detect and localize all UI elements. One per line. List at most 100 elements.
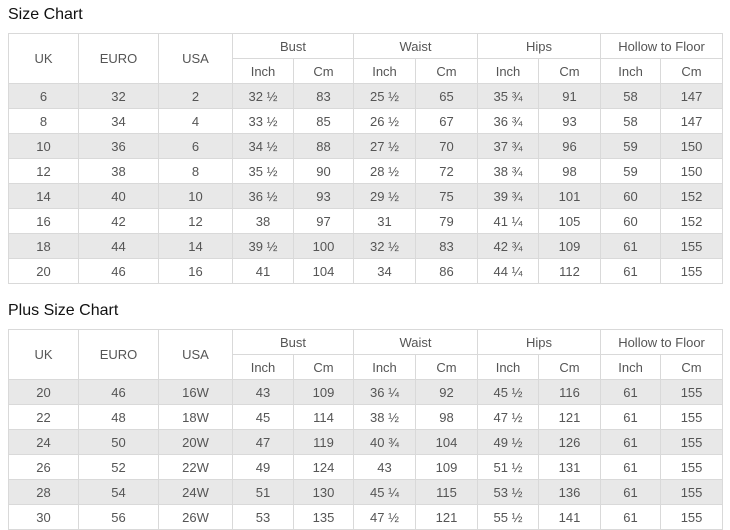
table-cell: 49 xyxy=(232,454,294,480)
table-cell: 83 xyxy=(292,83,355,109)
table-row: 18 44 14 39 ½ 100 32 ½ 83 42 ¾ 109 61 155 xyxy=(8,233,724,259)
table-cell: 121 xyxy=(415,504,479,530)
table-cell: 61 xyxy=(600,429,662,455)
plus-size-chart-table: UK EURO USA Bust Waist Hips Hollow to Floor Inc… xyxy=(8,329,724,530)
table-cell: 46 xyxy=(78,379,159,405)
table-cell: 101 xyxy=(538,183,602,209)
table-cell: 98 xyxy=(415,404,479,430)
table-cell: 79 xyxy=(415,208,479,234)
table-cell: 124 xyxy=(292,454,355,480)
table-cell: 16 xyxy=(158,258,233,284)
table-row: 12 38 8 35 ½ 90 28 ½ 72 38 ¾ 98 59 150 xyxy=(8,158,724,184)
table-cell: 83 xyxy=(415,233,479,259)
table-row: 16 42 12 38 97 31 79 41 ¼ 105 60 152 xyxy=(8,208,724,234)
table-cell: 96 xyxy=(538,133,602,159)
table-cell: 47 ½ xyxy=(477,404,540,430)
column-header-waist: Waist xyxy=(353,329,479,355)
unit-header-cm: Cm xyxy=(538,354,602,380)
unit-header-cm: Cm xyxy=(415,58,479,84)
column-header-bust: Bust xyxy=(231,329,355,355)
table-cell: 24 xyxy=(8,429,79,455)
table-cell: 109 xyxy=(538,233,602,259)
table-cell: 88 xyxy=(292,133,355,159)
unit-header-cm: Cm xyxy=(538,58,602,84)
table-cell: 130 xyxy=(292,479,355,505)
table-cell: 155 xyxy=(660,233,724,259)
table-cell: 32 xyxy=(78,83,159,109)
table-cell: 86 xyxy=(415,258,479,284)
table-cell: 43 xyxy=(353,454,417,480)
table-cell: 32 ½ xyxy=(232,83,294,109)
table-cell: 42 xyxy=(78,208,159,234)
unit-header-cm: Cm xyxy=(292,354,355,380)
table-cell: 24W xyxy=(158,479,233,505)
table-cell: 35 ½ xyxy=(232,158,294,184)
table-cell: 34 xyxy=(78,108,159,134)
table-cell: 155 xyxy=(660,454,724,480)
table-cell: 52 xyxy=(78,454,159,480)
table-cell: 41 xyxy=(232,258,294,284)
table-cell: 53 ½ xyxy=(477,479,540,505)
table-cell: 42 ¾ xyxy=(477,233,540,259)
table-cell: 47 xyxy=(232,429,294,455)
table-cell: 25 ½ xyxy=(353,83,417,109)
size-chart-title: Size Chart xyxy=(8,6,83,23)
table-cell: 36 ¾ xyxy=(477,108,540,134)
table-cell: 51 ½ xyxy=(477,454,540,480)
table-cell: 75 xyxy=(415,183,479,209)
table-cell: 4 xyxy=(158,108,233,134)
table-cell: 116 xyxy=(538,379,602,405)
table-cell: 155 xyxy=(660,404,724,430)
table-cell: 20 xyxy=(8,379,79,405)
table-cell: 155 xyxy=(660,429,724,455)
table-cell: 61 xyxy=(600,233,662,259)
table-cell: 36 ¼ xyxy=(353,379,417,405)
table-cell: 150 xyxy=(660,133,724,159)
unit-header-cm: Cm xyxy=(660,354,724,380)
table-cell: 31 xyxy=(353,208,417,234)
table-cell: 10 xyxy=(158,183,233,209)
table-cell: 61 xyxy=(600,379,662,405)
column-header-usa: USA xyxy=(158,33,233,84)
table-cell: 93 xyxy=(292,183,355,209)
table-cell: 155 xyxy=(660,258,724,284)
plus-size-chart-title: Plus Size Chart xyxy=(8,302,119,319)
unit-header-inch: Inch xyxy=(232,354,294,380)
table-cell: 38 ½ xyxy=(353,404,417,430)
table-cell: 40 xyxy=(78,183,159,209)
table-cell: 6 xyxy=(8,83,79,109)
table-cell: 22 xyxy=(8,404,79,430)
table-cell: 115 xyxy=(415,479,479,505)
table-cell: 18W xyxy=(158,404,233,430)
table-cell: 136 xyxy=(538,479,602,505)
table-cell: 152 xyxy=(660,183,724,209)
table-cell: 59 xyxy=(600,133,662,159)
table-cell: 112 xyxy=(538,258,602,284)
table-cell: 44 xyxy=(78,233,159,259)
table-cell: 10 xyxy=(8,133,79,159)
table-cell: 14 xyxy=(8,183,79,209)
table-row: 6 32 2 32 ½ 83 25 ½ 65 35 ¾ 91 58 147 xyxy=(8,83,724,109)
table-cell: 16 xyxy=(8,208,79,234)
table-cell: 29 ½ xyxy=(353,183,417,209)
table-cell: 56 xyxy=(78,504,159,530)
table-cell: 49 ½ xyxy=(477,429,540,455)
table-cell: 38 xyxy=(232,208,294,234)
size-chart-section: Size Chart UK EURO USA Bust Waist Hips Hollow … xyxy=(8,5,724,284)
table-cell: 12 xyxy=(8,158,79,184)
table-cell: 141 xyxy=(538,504,602,530)
table-cell: 60 xyxy=(600,183,662,209)
table-cell: 58 xyxy=(600,83,662,109)
table-cell: 8 xyxy=(8,108,79,134)
unit-header-inch: Inch xyxy=(477,58,540,84)
table-cell: 92 xyxy=(415,379,479,405)
table-cell: 18 xyxy=(8,233,79,259)
table-cell: 90 xyxy=(292,158,355,184)
table-cell: 45 ¼ xyxy=(353,479,417,505)
table-cell: 114 xyxy=(292,404,355,430)
table-cell: 155 xyxy=(660,379,724,405)
table-cell: 72 xyxy=(415,158,479,184)
table-cell: 34 xyxy=(353,258,417,284)
table-cell: 37 ¾ xyxy=(477,133,540,159)
unit-header-inch: Inch xyxy=(232,58,294,84)
